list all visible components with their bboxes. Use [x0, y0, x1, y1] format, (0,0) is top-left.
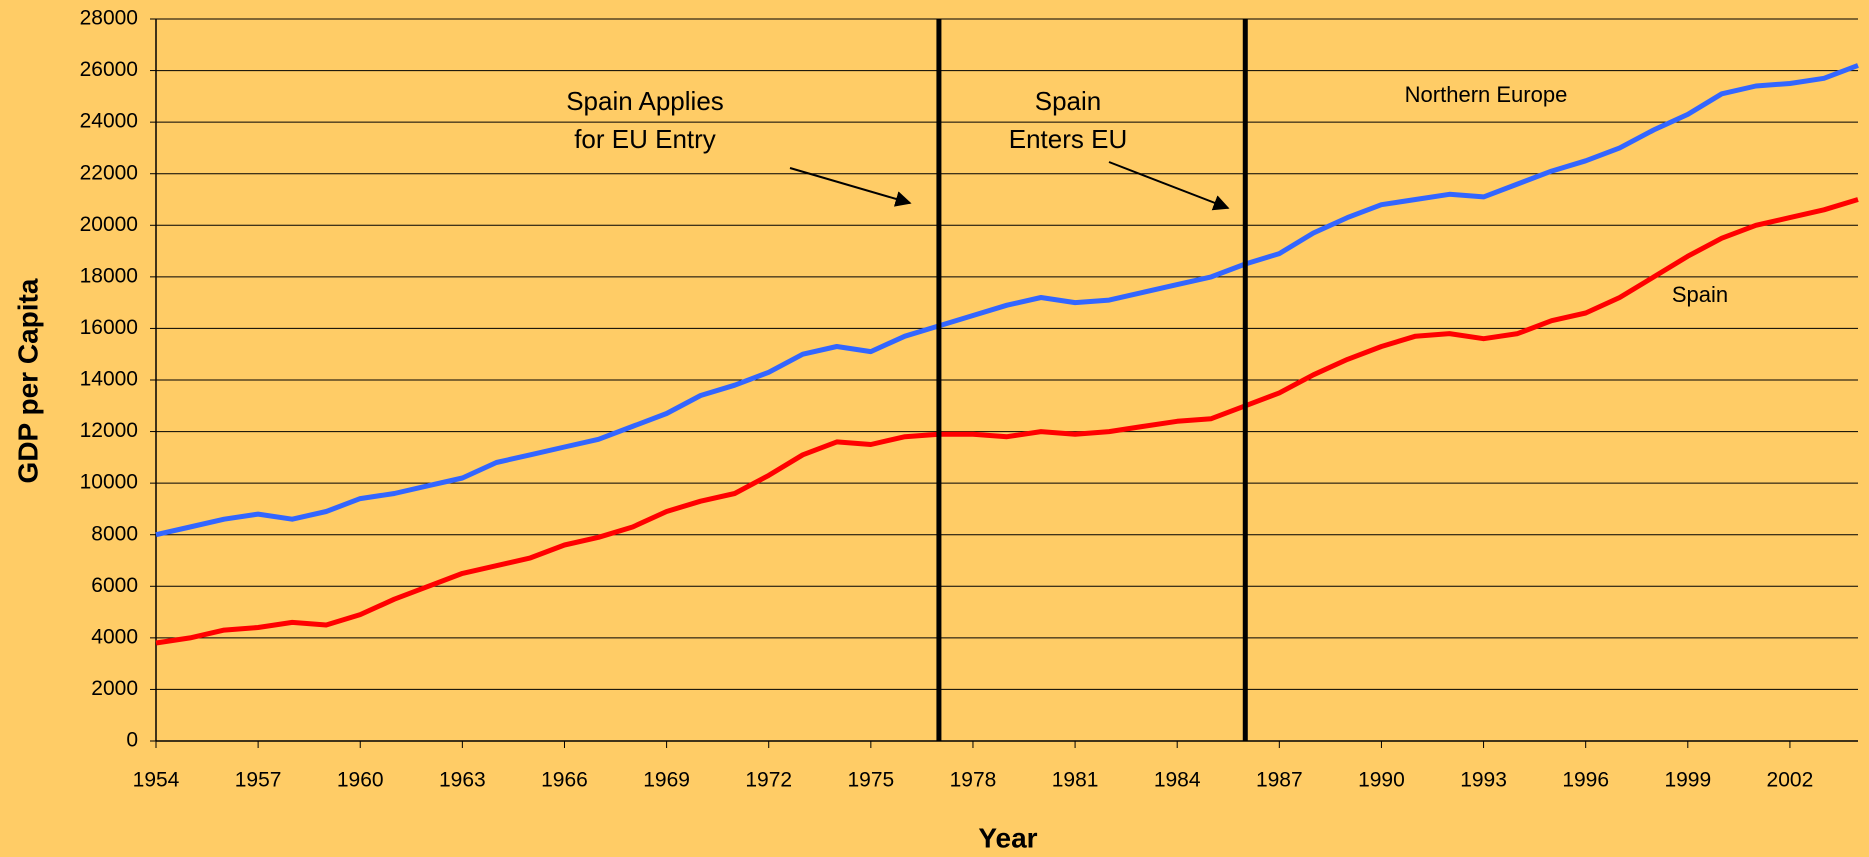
- x-tick-label: 1975: [847, 769, 894, 792]
- arrow: [1108, 161, 1230, 211]
- x-tick-label: 1954: [133, 769, 180, 792]
- y-tick-label: 8000: [91, 522, 138, 545]
- y-tick-label: 6000: [91, 574, 138, 597]
- y-tick-label: 4000: [91, 625, 138, 648]
- y-tick-label: 26000: [80, 58, 138, 81]
- y-tick-label: 12000: [80, 419, 138, 442]
- annotation: for EU Entry: [574, 124, 716, 154]
- annotation: Spain: [1035, 86, 1102, 116]
- x-tick-label: 1984: [1154, 769, 1201, 792]
- y-tick-label: 2000: [91, 677, 138, 700]
- x-tick-label: 1987: [1256, 769, 1303, 792]
- x-tick-label: 1993: [1460, 769, 1507, 792]
- x-axis-title: Year: [978, 822, 1037, 853]
- y-tick-label: 28000: [80, 7, 138, 30]
- x-tick-label: 1966: [541, 769, 588, 792]
- x-tick-label: 1978: [950, 769, 997, 792]
- y-tick-label: 0: [126, 729, 138, 752]
- y-axis-title: GDP per Capita: [12, 278, 43, 483]
- y-tick-label: 22000: [80, 161, 138, 184]
- y-tick-label: 24000: [80, 110, 138, 133]
- y-tick-label: 16000: [80, 316, 138, 339]
- series-label: Spain: [1672, 282, 1728, 307]
- x-tick-label: 1972: [745, 769, 792, 792]
- annotation: Enters EU: [1009, 124, 1128, 154]
- series-label: Northern Europe: [1405, 82, 1568, 107]
- x-tick-label: 1960: [337, 769, 384, 792]
- line-series: [155, 63, 1859, 538]
- x-tick-label: 1996: [1562, 769, 1609, 792]
- x-tick-label: 1990: [1358, 769, 1405, 792]
- x-tick-label: 1963: [439, 769, 486, 792]
- y-tick-label: 10000: [80, 471, 138, 494]
- line-series: [155, 197, 1859, 646]
- x-tick-label: 1969: [643, 769, 690, 792]
- x-tick-label: 2002: [1767, 769, 1814, 792]
- x-tick-label: 1999: [1664, 769, 1711, 792]
- x-tick-label: 1981: [1052, 769, 1099, 792]
- y-tick-label: 20000: [80, 213, 138, 236]
- y-tick-label: 18000: [80, 264, 138, 287]
- y-tick-label: 14000: [80, 368, 138, 391]
- x-tick-label: 1957: [235, 769, 282, 792]
- annotation: Spain Applies: [566, 86, 724, 116]
